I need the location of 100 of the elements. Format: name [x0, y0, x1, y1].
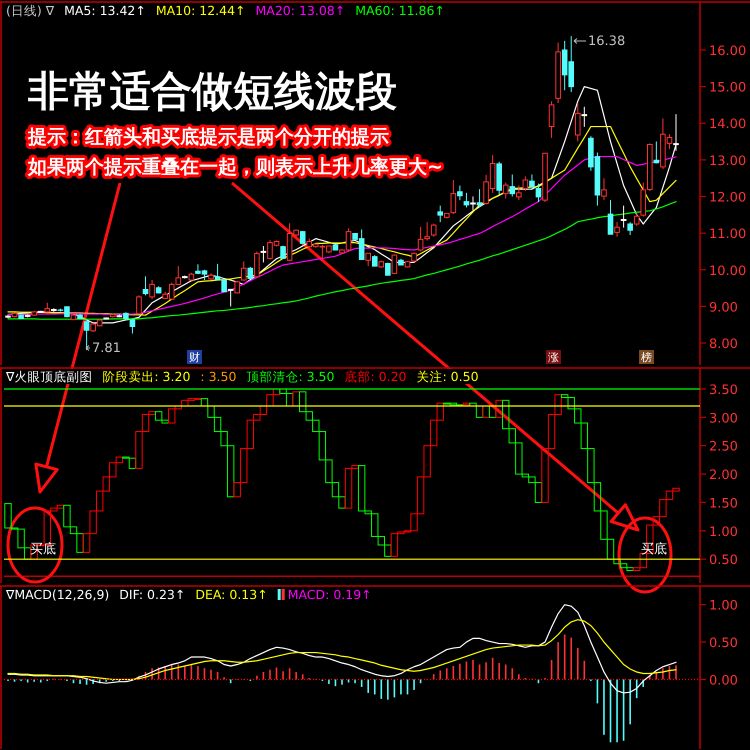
- candlestick: [555, 42, 561, 104]
- candlestick: [208, 272, 214, 281]
- candlestick: [254, 250, 260, 278]
- candlestick: [522, 176, 528, 192]
- text: MA20: 13.08↑: [256, 3, 346, 18]
- y-tick-label: 10.00: [709, 264, 746, 279]
- line-series: [7, 126, 677, 316]
- text: DEA: 0.13↑: [195, 587, 268, 602]
- annotation: 7.81: [92, 341, 121, 356]
- candlestick: [601, 178, 607, 201]
- annotation: 提示：红箭头和买底提示是两个分开的提示: [27, 126, 389, 148]
- y-tick-label: 3.50: [709, 382, 738, 398]
- y-tick-label: 1.50: [709, 496, 738, 512]
- candlestick: [110, 313, 116, 318]
- y-tick-label: 14.00: [709, 117, 746, 132]
- line-series: [7, 619, 677, 680]
- y-tick-label: 1.00: [709, 598, 738, 614]
- candlestick: [582, 106, 588, 128]
- text: 非常适合做短线波段: [27, 67, 397, 115]
- candlestick: [608, 200, 614, 235]
- annotation: 16.38: [588, 34, 626, 49]
- text: DIF: 0.23↑: [119, 587, 186, 602]
- line-series: [7, 201, 677, 320]
- y-tick-label: 16.00: [709, 44, 746, 59]
- candlestick: [457, 185, 463, 201]
- candlestick: [130, 318, 136, 334]
- candlestick: [142, 276, 148, 296]
- candlestick: [136, 294, 142, 315]
- candlestick: [70, 314, 76, 321]
- candlestick: [156, 286, 162, 294]
- candlestick: [332, 244, 338, 250]
- candlestick: [516, 185, 522, 201]
- candlestick: [424, 222, 430, 241]
- y-tick-label: 2.50: [709, 440, 738, 455]
- candlestick: [18, 314, 24, 320]
- candlestick: [280, 245, 286, 259]
- ref-line-label: 底部: 0.20: [344, 369, 407, 384]
- candlestick: [450, 180, 456, 215]
- candlestick: [536, 183, 542, 202]
- candlestick: [116, 314, 122, 318]
- text: MA5: 13.42↑: [64, 3, 146, 18]
- y-tick-label: 13.00: [709, 154, 746, 169]
- candlestick: [430, 223, 436, 238]
- ref-line-label: 阶段卖出: 3.20: [102, 369, 190, 384]
- y-tick-label: 0.50: [709, 636, 738, 652]
- candlestick: [123, 312, 129, 320]
- candlestick: [103, 316, 110, 320]
- candlestick: [614, 222, 620, 238]
- y-tick-label: 2.00: [709, 468, 738, 484]
- chart-title: ∇MACD(12,26,9): [5, 587, 110, 602]
- y-tick-label: 9.00: [709, 300, 738, 316]
- candlestick: [509, 174, 516, 198]
- line-series: [7, 156, 677, 316]
- candlestick: [31, 310, 37, 316]
- candlestick: [529, 174, 535, 190]
- text: MA60: 11.86↑: [355, 3, 445, 18]
- candlestick: [548, 100, 554, 138]
- candlestick: [234, 280, 240, 294]
- candlestick: [392, 254, 398, 275]
- candlestick: [627, 222, 633, 236]
- candlestick: [84, 320, 90, 350]
- text: MA10: 12.44↑: [156, 3, 246, 18]
- annotation: 榜: [641, 351, 652, 364]
- ref-line-label: 关注: 0.50: [416, 369, 479, 384]
- candlestick: [300, 230, 306, 244]
- candlestick: [476, 188, 482, 208]
- candlestick: [464, 192, 470, 208]
- candlestick: [248, 266, 254, 280]
- chart-subtitle: (日线) ∇: [6, 3, 55, 18]
- candlestick: [44, 302, 50, 314]
- candlestick: [51, 308, 57, 312]
- bar: [462, 402, 470, 406]
- chart-title: ∇火眼顶底副图: [5, 369, 92, 384]
- y-tick-label: 12.00: [709, 190, 746, 206]
- candlestick: [398, 258, 404, 266]
- candlestick: [620, 205, 626, 228]
- candlestick: [437, 205, 444, 223]
- candlestick: [77, 313, 83, 320]
- candlestick: [182, 275, 188, 280]
- candlestick: [502, 182, 509, 199]
- annotation: 涨: [548, 351, 559, 364]
- candlestick: [634, 212, 640, 226]
- candlestick: [228, 288, 234, 307]
- candlestick: [240, 260, 247, 282]
- y-tick-label: 3.00: [709, 411, 738, 426]
- candlestick: [574, 102, 581, 142]
- candlestick: [385, 262, 391, 276]
- candlestick: [38, 310, 44, 314]
- annotation: : 3.50: [200, 369, 236, 384]
- y-tick-label: 0.50: [709, 553, 738, 568]
- line-series: [7, 604, 677, 694]
- candlestick: [496, 161, 502, 196]
- annotation: 如果两个提示重叠在一起，则表示上升几率更大~: [27, 156, 443, 178]
- annotation: 财: [189, 351, 200, 364]
- candlestick: [149, 280, 155, 300]
- candlestick: [542, 152, 548, 202]
- candlestick: [12, 312, 18, 318]
- candlestick: [654, 141, 660, 164]
- ref-line-label: 顶部清仓: 3.50: [246, 369, 334, 384]
- candlestick: [444, 212, 450, 219]
